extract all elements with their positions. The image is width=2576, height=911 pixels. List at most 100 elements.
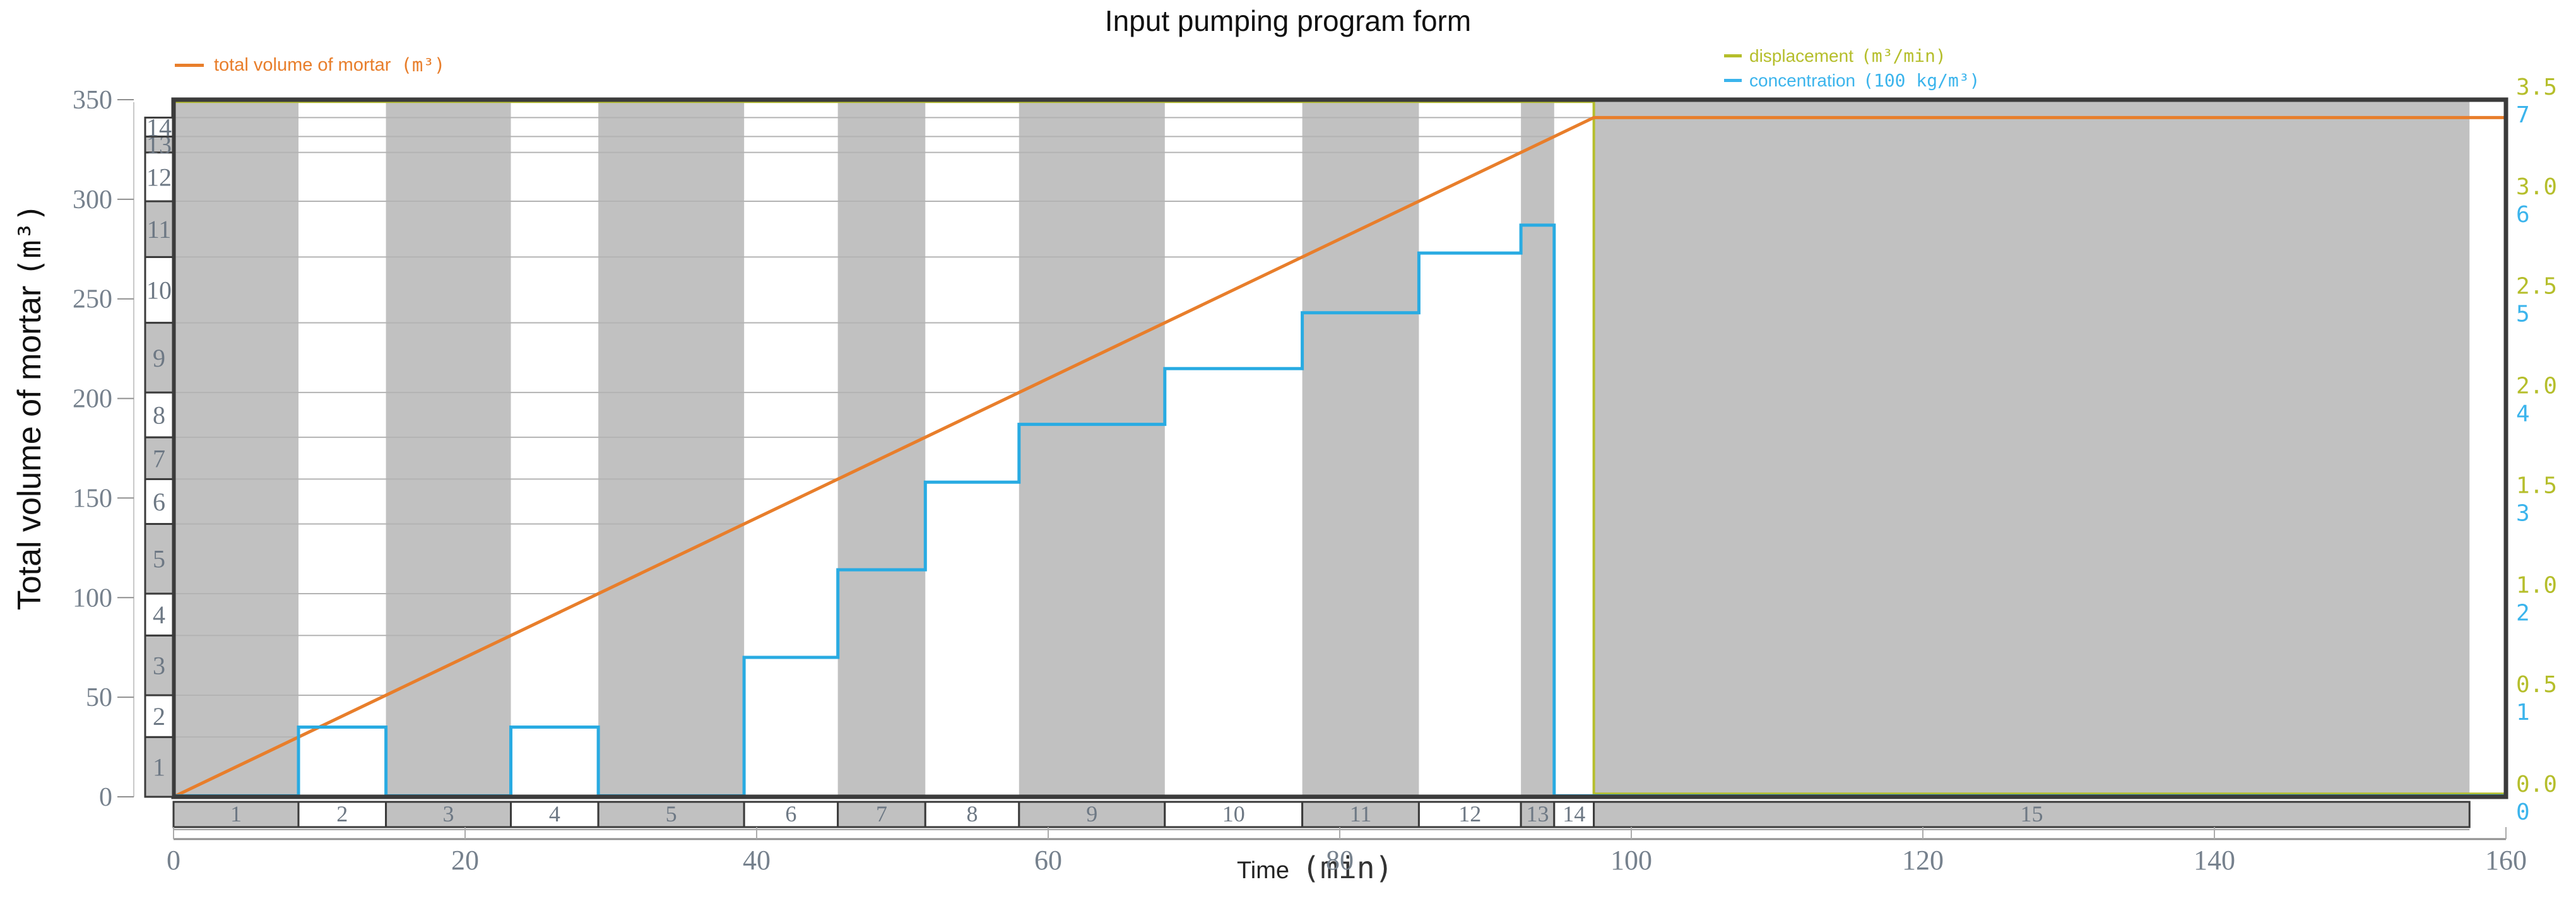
right-axis-concentration-label: 0 (2516, 799, 2530, 825)
stage-band (386, 100, 511, 797)
stage-band (1019, 100, 1165, 797)
volume-box (144, 391, 174, 438)
volume-box-label: 12 (146, 163, 172, 191)
stage-cell-label: 10 (1222, 801, 1245, 826)
y-tick-label: 50 (86, 683, 112, 712)
displacement-legend-unit: (m³/min) (1860, 45, 1946, 66)
x-tick-label: 40 (743, 845, 771, 876)
x-tick-label: 60 (1034, 845, 1062, 876)
stage-cell (297, 801, 387, 828)
right-axis-concentration-label: 2 (2516, 600, 2530, 626)
total-volume-line (172, 115, 2506, 799)
volume-box-label: 5 (153, 545, 165, 573)
x-tick-label: 160 (2485, 845, 2527, 876)
total-volume-legend-label: total volume of mortar (214, 54, 391, 75)
displacement-legend-swatch (1724, 54, 1742, 57)
volume-box-label: 11 (147, 215, 172, 244)
stage-cell-label: 11 (1350, 801, 1372, 826)
stage-cell (597, 801, 745, 828)
right-axis-concentration-label: 1 (2516, 700, 2530, 726)
right-axis-displacement-label: 0.5 (2516, 672, 2557, 698)
volume-box (144, 322, 174, 394)
stage-band (1593, 100, 2470, 797)
volume-box-label: 14 (146, 113, 172, 141)
volume-box-label: 10 (146, 276, 172, 305)
x-tick-label: 80 (1326, 845, 1354, 876)
legend-total-volume: total volume of mortar (m³) (175, 54, 445, 76)
right-axis-concentration-label: 5 (2516, 302, 2530, 327)
stage-cell-label: 5 (666, 801, 677, 826)
volume-box-label: 7 (153, 444, 165, 473)
stage-cell (1593, 801, 2471, 828)
right-axis-concentration-label: 4 (2516, 401, 2530, 427)
right-axis-concentration-label: 7 (2516, 102, 2530, 128)
y-tick-label: 250 (73, 285, 112, 314)
stage-band (1302, 100, 1419, 797)
stage-band (1521, 100, 1554, 797)
volume-box (144, 634, 174, 696)
volume-box (144, 592, 174, 637)
legend-displacement: displacement (m³/min) (1724, 45, 1980, 66)
stage-cell (1018, 801, 1166, 828)
volume-box (144, 200, 174, 258)
stage-band (837, 100, 926, 797)
volume-box (144, 256, 174, 324)
displacement-legend-label: displacement (1749, 45, 1853, 66)
volume-box (144, 151, 174, 203)
stage-cell-label: 1 (230, 801, 242, 826)
stage-cell-label: 14 (1563, 801, 1585, 826)
page-title: Input pumping program form (1104, 4, 1472, 37)
right-axis-displacement-label: 0.0 (2516, 772, 2557, 797)
x-axis-title-word: Time (1237, 857, 1290, 884)
stage-cell-label: 7 (876, 801, 887, 826)
right-axis-displacement-label: 1.0 (2516, 572, 2557, 598)
right-axis-concentration-label: 6 (2516, 202, 2530, 228)
x-tick-label: 140 (2194, 845, 2235, 876)
stage-cell-label: 15 (2020, 801, 2043, 826)
volume-box (144, 736, 174, 798)
right-axis-displacement-label: 2.5 (2516, 274, 2557, 300)
total-volume-legend-unit: (m³) (401, 54, 446, 76)
volume-box (144, 135, 174, 154)
stage-band (598, 100, 745, 797)
stage-cell (172, 801, 300, 828)
x-tick-label: 100 (1610, 845, 1652, 876)
y-tick-label: 200 (73, 385, 112, 414)
volume-box-label: 9 (153, 344, 165, 372)
stage-cell-label: 13 (1526, 801, 1549, 826)
legend-right: displacement (m³/min) concentration (100… (1724, 45, 1980, 91)
volume-box (144, 522, 174, 595)
volume-box (144, 116, 174, 138)
volume-box-label: 8 (153, 401, 165, 430)
volume-box-label: 2 (153, 702, 165, 731)
x-axis-title: Time (min) (1237, 850, 1393, 886)
right-axis-displacement-label: 2.0 (2516, 373, 2557, 399)
x-tick-label: 120 (1902, 845, 1944, 876)
volume-box (144, 694, 174, 738)
y-tick-label: 150 (73, 484, 112, 513)
stage-cell-label: 6 (785, 801, 796, 826)
right-axis-concentration-label: 3 (2516, 500, 2530, 526)
stage-cell-label: 2 (336, 801, 348, 826)
y-tick-label: 300 (73, 185, 112, 215)
right-axis-displacement-label: 3.0 (2516, 174, 2557, 200)
stage-cell-label: 3 (443, 801, 454, 826)
legend-concentration: concentration (100 kg/m³) (1724, 70, 1980, 91)
total-volume-legend-swatch (175, 63, 204, 67)
y-tick-label: 350 (73, 86, 112, 115)
y-tick-label: 0 (99, 783, 112, 812)
y-tick-label: 100 (73, 584, 112, 613)
volume-box-label: 3 (153, 652, 165, 680)
right-axis-displacement-label: 1.5 (2516, 473, 2557, 498)
stage-cell-label: 9 (1086, 801, 1097, 826)
concentration-legend-label: concentration (1749, 70, 1856, 90)
stage-cell (1301, 801, 1420, 828)
volume-box-label: 1 (153, 753, 165, 782)
concentration-legend-swatch (1724, 79, 1742, 82)
stage-band (174, 100, 298, 797)
volume-box-label: 4 (153, 601, 165, 629)
stage-cell-label: 4 (549, 801, 560, 826)
x-axis-title-unit: (min) (1302, 850, 1393, 886)
